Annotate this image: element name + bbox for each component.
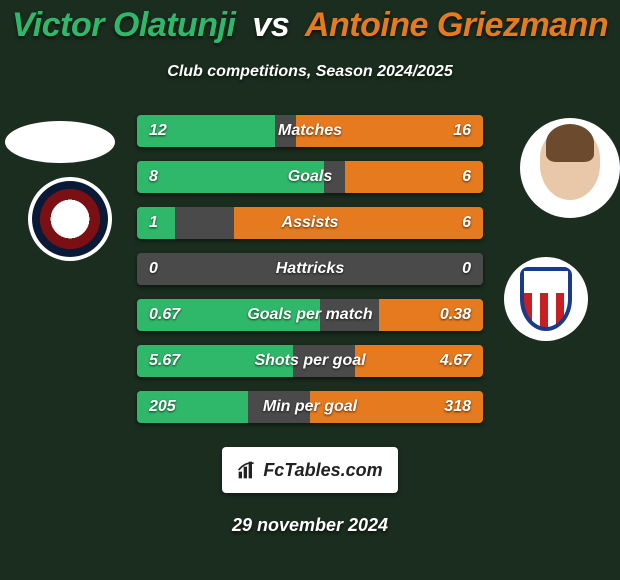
player2-club-badge (504, 257, 588, 341)
stat-label: Goals per match (137, 299, 483, 331)
player1-club-badge (28, 177, 112, 261)
stat-label: Matches (137, 115, 483, 147)
stat-row: 00Hattricks (137, 253, 483, 285)
sparta-badge-icon (32, 181, 108, 257)
player2-avatar (520, 118, 620, 218)
content-root: Victor Olatunji vs Antoine Griezmann Clu… (0, 0, 620, 536)
footer-date: 29 november 2024 (0, 515, 620, 536)
player1-avatar (5, 121, 115, 163)
stat-row: 16Assists (137, 207, 483, 239)
title-player1: Victor Olatunji (12, 6, 236, 44)
bars-icon (237, 460, 257, 480)
stat-label: Hattricks (137, 253, 483, 285)
stat-row: 86Goals (137, 161, 483, 193)
stat-bars: 1216Matches 86Goals 16Assists 00Hattricks 0.… (137, 115, 483, 437)
stat-row: 205318Min per goal (137, 391, 483, 423)
brand-footer[interactable]: FcTables.com (222, 447, 398, 493)
comparison-main: 1216Matches 86Goals 16Assists 00Hattricks 0.… (0, 115, 620, 435)
atletico-badge-icon (508, 261, 584, 337)
atletico-shield-icon (520, 267, 572, 331)
title-player2: Antoine Griezmann (305, 6, 608, 44)
stat-row: 5.674.67Shots per goal (137, 345, 483, 377)
stat-row: 1216Matches (137, 115, 483, 147)
brand-text: FcTables.com (263, 460, 382, 481)
stat-label: Min per goal (137, 391, 483, 423)
stat-label: Shots per goal (137, 345, 483, 377)
subtitle: Club competitions, Season 2024/2025 (0, 63, 620, 81)
stat-label: Goals (137, 161, 483, 193)
player2-face-icon (540, 130, 600, 200)
title-vs: vs (252, 6, 289, 44)
page-title: Victor Olatunji vs Antoine Griezmann (0, 0, 620, 45)
stat-row: 0.670.38Goals per match (137, 299, 483, 331)
stat-label: Assists (137, 207, 483, 239)
